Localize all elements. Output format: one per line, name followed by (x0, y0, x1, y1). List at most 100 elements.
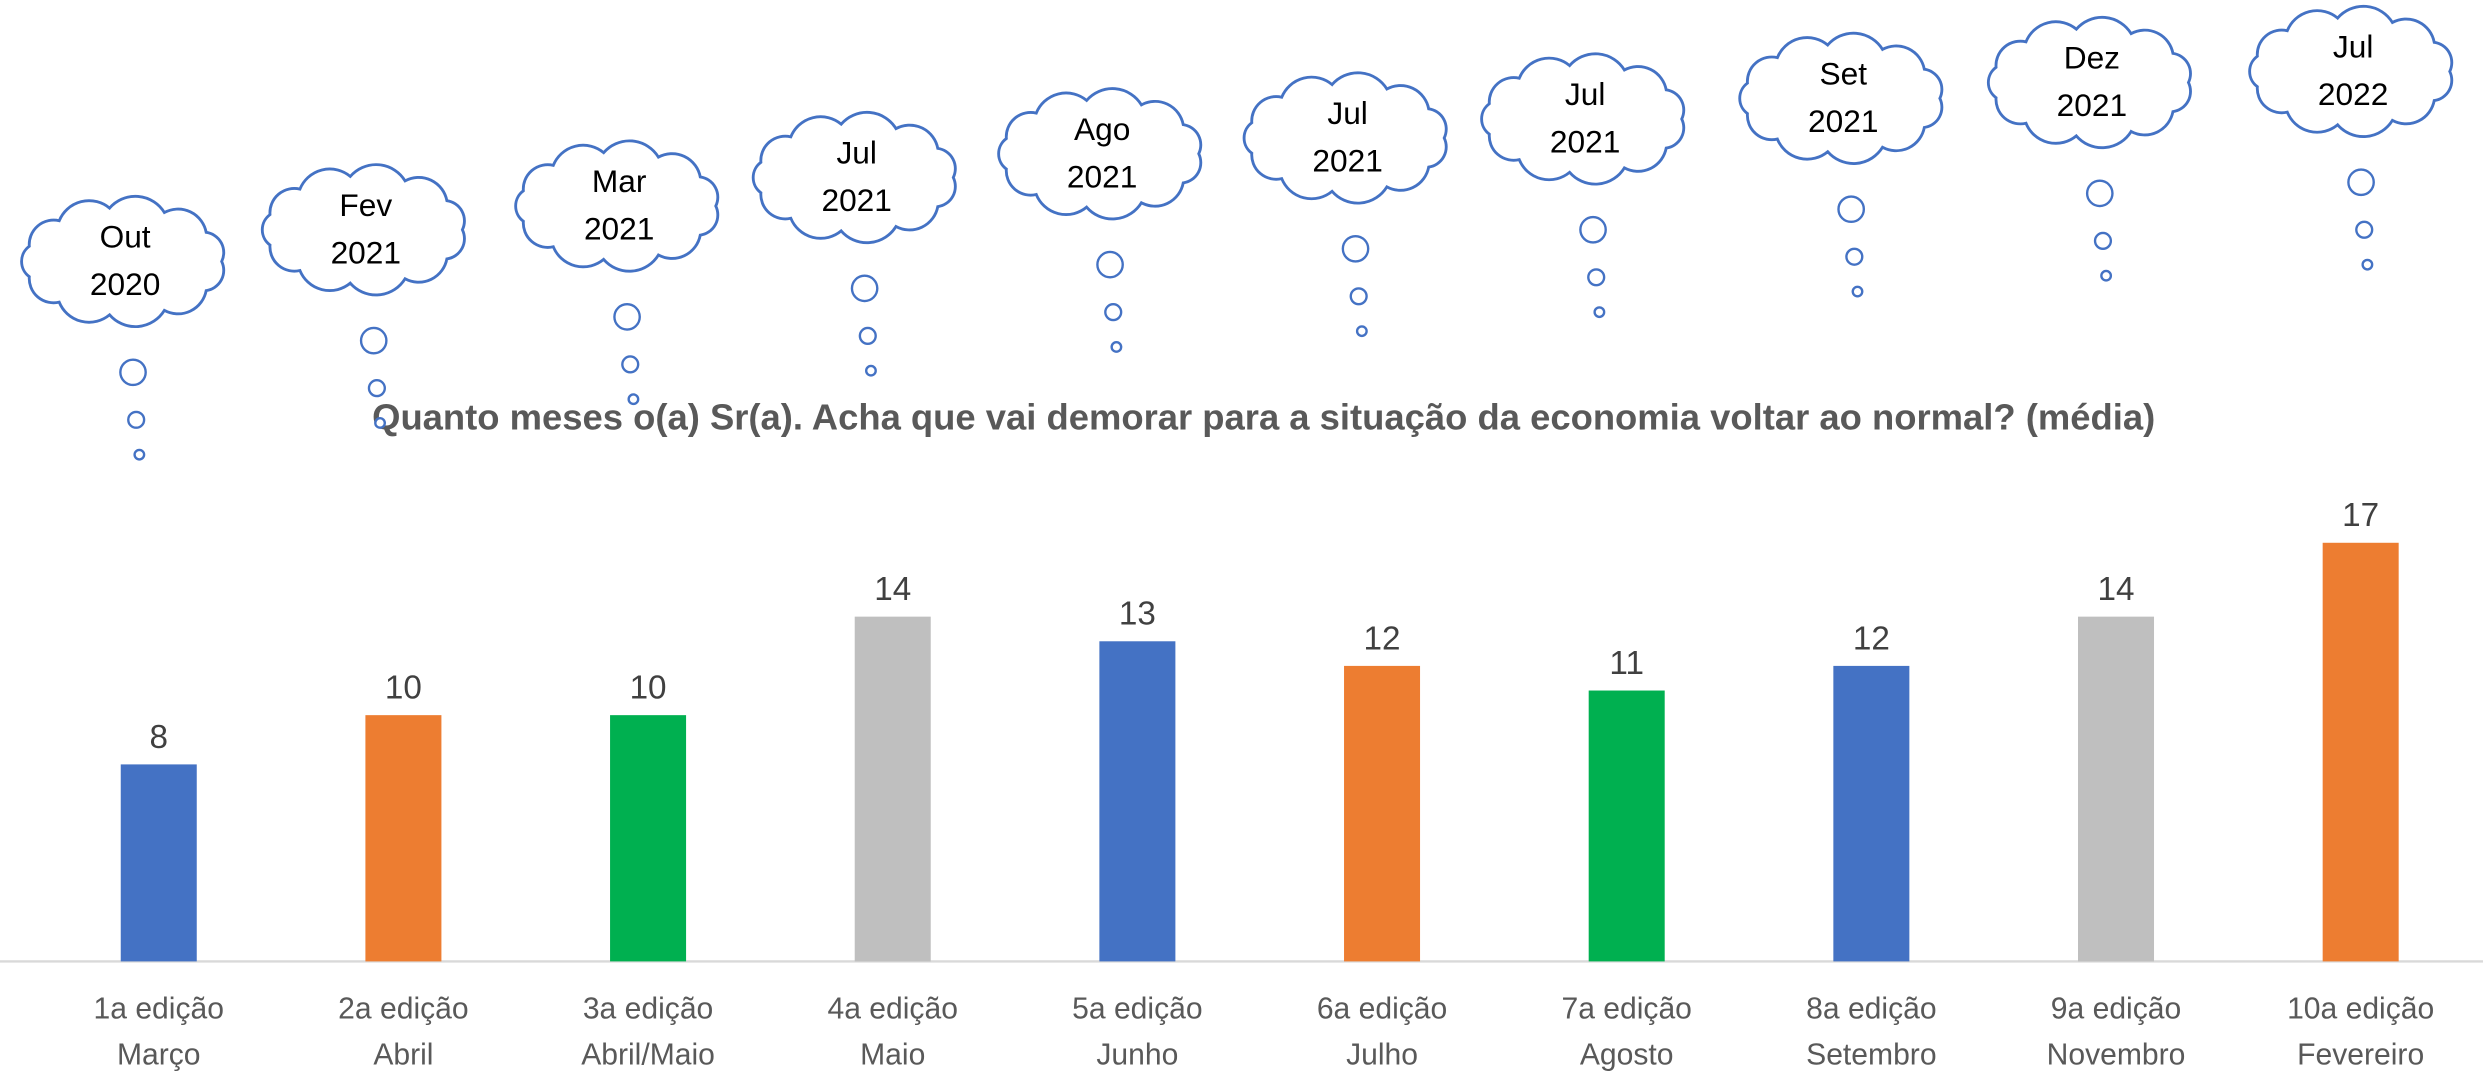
x-tick-label: 5a edição (1072, 992, 1202, 1025)
thought-bubble (361, 328, 386, 353)
x-tick-label: 2a edição (338, 992, 468, 1025)
bar (610, 715, 686, 961)
x-tick-label: Abril/Maio (581, 1038, 715, 1071)
bar (121, 764, 197, 961)
thought-bubble (629, 394, 639, 404)
cloud-label: Set (1819, 56, 1867, 92)
value-label: 14 (2098, 571, 2135, 608)
thought-bubble (2348, 170, 2373, 195)
value-label: 10 (385, 670, 422, 707)
x-tick-label: 8a edição (1806, 992, 1936, 1025)
thought-cloud (999, 89, 1201, 219)
thought-bubble (2095, 233, 2111, 249)
thought-bubble (1846, 249, 1862, 265)
cloud-label: 2020 (90, 266, 160, 302)
x-tick-label: Fevereiro (2297, 1038, 2424, 1071)
bar (1833, 666, 1909, 961)
cloud-label: 2022 (2318, 76, 2388, 112)
cloud-label: Jul (1565, 76, 1605, 112)
x-tick-label: 4a edição (827, 992, 957, 1025)
thought-bubble (375, 418, 385, 428)
thought-cloud (1244, 73, 1446, 203)
value-label: 11 (1609, 645, 1644, 682)
thought-bubble (1580, 217, 1605, 242)
value-label: 10 (630, 670, 667, 707)
thought-cloud (262, 165, 464, 295)
value-label: 12 (1853, 620, 1890, 657)
thought-bubble (2363, 260, 2373, 270)
thought-bubble (2101, 271, 2111, 281)
chart: Quanto meses o(a) Sr(a). Acha que vai de… (0, 0, 2483, 1074)
cloud-label: 2021 (584, 211, 654, 247)
thought-bubble (622, 356, 638, 372)
thought-bubble (1351, 288, 1367, 304)
thought-bubble (860, 328, 876, 344)
thought-bubble (369, 380, 385, 396)
thought-cloud (753, 112, 955, 242)
thought-bubble (1097, 252, 1122, 277)
thought-cloud (2250, 6, 2452, 136)
thought-bubble (1112, 342, 1122, 352)
x-tick-label: Novembro (2047, 1038, 2186, 1071)
cloud-label: Jul (2333, 29, 2373, 65)
bar (1589, 691, 1665, 962)
x-tick-label: 7a edição (1561, 992, 1691, 1025)
x-tick-label: Agosto (1580, 1038, 1674, 1071)
thought-bubble (128, 412, 144, 428)
x-tick-label: 1a edição (94, 992, 224, 1025)
cloud-label: 2021 (1067, 158, 1137, 194)
thought-cloud (1988, 17, 2190, 147)
thought-bubble (1357, 326, 1367, 336)
cloud-label: 2021 (1808, 103, 1878, 139)
thought-cloud (1740, 33, 1942, 163)
thought-bubble (1105, 304, 1121, 320)
cloud-label: Jul (1327, 95, 1367, 131)
thought-bubble (1853, 287, 1863, 297)
thought-bubble (614, 304, 639, 329)
thought-cloud (516, 141, 718, 271)
thought-bubble (2356, 222, 2372, 238)
value-label: 14 (874, 571, 911, 608)
cloud-label: 2021 (821, 182, 891, 218)
cloud-label: Dez (2064, 40, 2120, 76)
thought-bubble (2087, 181, 2112, 206)
x-tick-label: 10a edição (2287, 992, 2434, 1025)
thought-cloud (1482, 54, 1684, 184)
cloud-label: Jul (836, 135, 876, 171)
thought-bubble (1343, 236, 1368, 261)
x-tick-label: Junho (1096, 1038, 1178, 1071)
bar (1099, 641, 1175, 961)
cloud-label: Ago (1074, 111, 1130, 147)
value-label: 13 (1119, 596, 1156, 633)
page: Quanto meses o(a) Sr(a). Acha que vai de… (0, 0, 2483, 1074)
cloud-label: Out (100, 219, 151, 255)
thought-cloud (22, 196, 224, 326)
thought-bubble (1595, 307, 1605, 317)
value-label: 17 (2342, 497, 2379, 534)
thought-bubble (120, 360, 145, 385)
bar (1344, 666, 1420, 961)
cloud-label: 2021 (1550, 124, 1620, 160)
bar (855, 617, 931, 962)
cloud-label: 2021 (1312, 143, 1382, 179)
x-tick-label: 6a edição (1317, 992, 1447, 1025)
chart-title: Quanto meses o(a) Sr(a). Acha que vai de… (372, 396, 2155, 437)
value-label: 12 (1364, 620, 1401, 657)
cloud-label: Mar (592, 163, 647, 199)
cloud-label: Fev (339, 187, 392, 223)
x-tick-label: 9a edição (2051, 992, 2181, 1025)
cloud-label: 2021 (331, 234, 401, 270)
x-tick-label: 3a edição (583, 992, 713, 1025)
thought-bubble (135, 450, 145, 460)
x-tick-label: Março (117, 1038, 201, 1071)
x-tick-label: Abril (373, 1038, 433, 1071)
thought-bubble (1838, 197, 1863, 222)
x-tick-label: Julho (1346, 1038, 1418, 1071)
thought-bubble (1588, 269, 1604, 285)
x-tick-label: Setembro (1806, 1038, 1936, 1071)
bar (365, 715, 441, 961)
x-tick-label: Maio (860, 1038, 925, 1071)
thought-bubble (866, 366, 876, 376)
value-label: 8 (150, 719, 169, 756)
bar (2323, 543, 2399, 962)
